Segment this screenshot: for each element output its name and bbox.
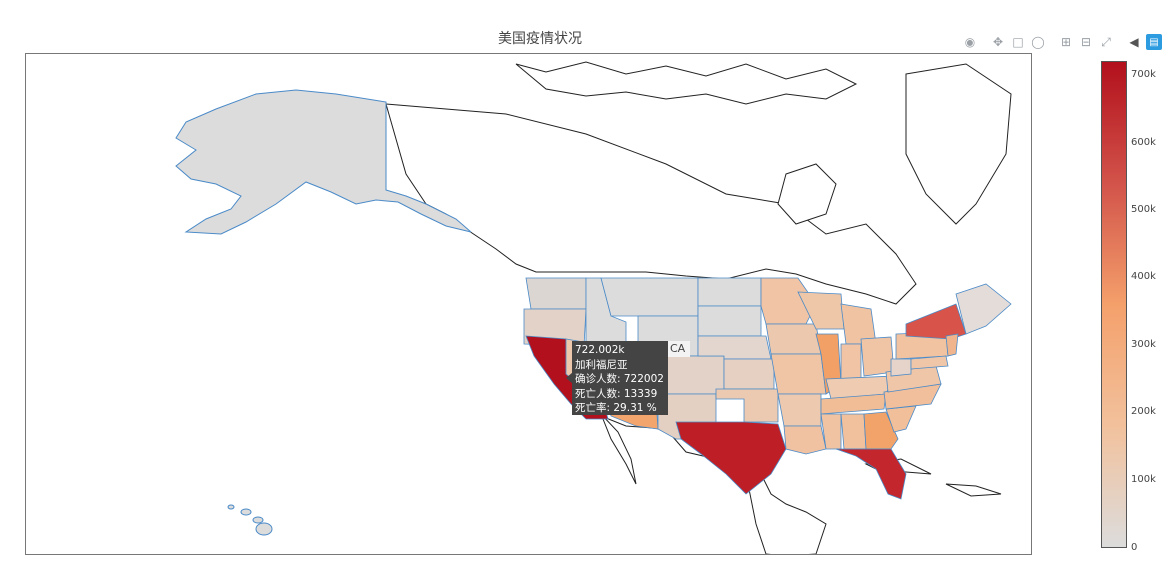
state-AL	[840, 413, 867, 450]
zoom-out-icon[interactable]: ⊟	[1080, 35, 1092, 49]
hawaii-3	[252, 516, 264, 524]
caribbean	[945, 483, 1002, 497]
plotly-logo-icon[interactable]: ▤	[1146, 34, 1162, 50]
state-GA	[863, 411, 899, 450]
hawaii-1	[227, 504, 235, 510]
state-IA	[765, 323, 822, 355]
state-NE	[697, 335, 772, 360]
colorbar-tick: 600k	[1131, 137, 1156, 148]
zoom-in-icon[interactable]: ⊞	[1060, 35, 1072, 49]
state-OH	[860, 336, 895, 377]
greenland-coast	[905, 63, 1012, 225]
colorbar	[1101, 61, 1127, 548]
state-MD	[910, 355, 949, 370]
lasso-icon[interactable]: ◯	[1031, 35, 1045, 49]
colorbar-tick: 500k	[1131, 204, 1156, 215]
baja	[600, 413, 637, 485]
hawaii-2	[240, 508, 252, 516]
colorbar-tick: 200k	[1131, 406, 1156, 417]
alaska	[175, 89, 472, 235]
colorbar-tick: 0	[1131, 542, 1138, 553]
state-FL	[835, 448, 907, 500]
state-TN	[820, 393, 887, 415]
tooltip-value: 722.002k	[575, 344, 625, 356]
box-select-icon[interactable]: □	[1012, 35, 1024, 49]
state-OK	[715, 388, 779, 423]
state-IN	[840, 343, 862, 380]
state-AR	[777, 393, 822, 427]
tooltip-code: CA	[668, 341, 690, 357]
tooltip-rate: 死亡率: 29.31 %	[575, 402, 657, 414]
state-TX	[675, 421, 787, 495]
modebar: ◉ ✥ □ ◯ ⊞ ⊟ ⤢ ◀ ▤	[962, 34, 1166, 50]
tag-icon[interactable]: ◀	[1129, 35, 1139, 49]
state-ND	[697, 277, 762, 307]
tooltip-deaths: 死亡人数: 13339	[575, 387, 658, 400]
state-KS	[723, 358, 775, 390]
pan-icon[interactable]: ✥	[992, 35, 1004, 49]
chart-title: 美国疫情状况	[498, 31, 582, 47]
state-NY	[905, 303, 967, 340]
hawaii-4	[255, 522, 273, 536]
colorbar-tick: 100k	[1131, 474, 1156, 485]
state-NE-states	[955, 283, 1012, 335]
tooltip-confirmed: 确诊人数: 722002	[575, 373, 664, 385]
canada-coastline	[385, 103, 917, 305]
state-LA	[783, 425, 827, 455]
map-plot[interactable]	[25, 53, 1032, 555]
arctic-islands	[515, 61, 858, 105]
state-MT	[600, 277, 699, 317]
state-NJ	[945, 333, 959, 357]
map-svg	[175, 61, 1012, 554]
reset-icon[interactable]: ⤢	[1101, 34, 1111, 49]
tooltip-state-name: 加利福尼亚	[575, 358, 628, 371]
state-WA	[525, 277, 587, 310]
colorbar-tick: 300k	[1131, 339, 1156, 350]
state-MO	[770, 353, 827, 395]
colorbar-tick: 700k	[1131, 69, 1156, 80]
state-WV	[890, 358, 912, 377]
tooltip-pointer	[566, 372, 573, 384]
colorbar-tick: 400k	[1131, 271, 1156, 282]
camera-icon[interactable]: ◉	[964, 35, 976, 49]
state-SD	[697, 305, 762, 337]
hover-tooltip: 722.002k 加利福尼亚 确诊人数: 722002 死亡人数: 13339 …	[572, 341, 668, 415]
hudson-bay	[777, 163, 837, 225]
